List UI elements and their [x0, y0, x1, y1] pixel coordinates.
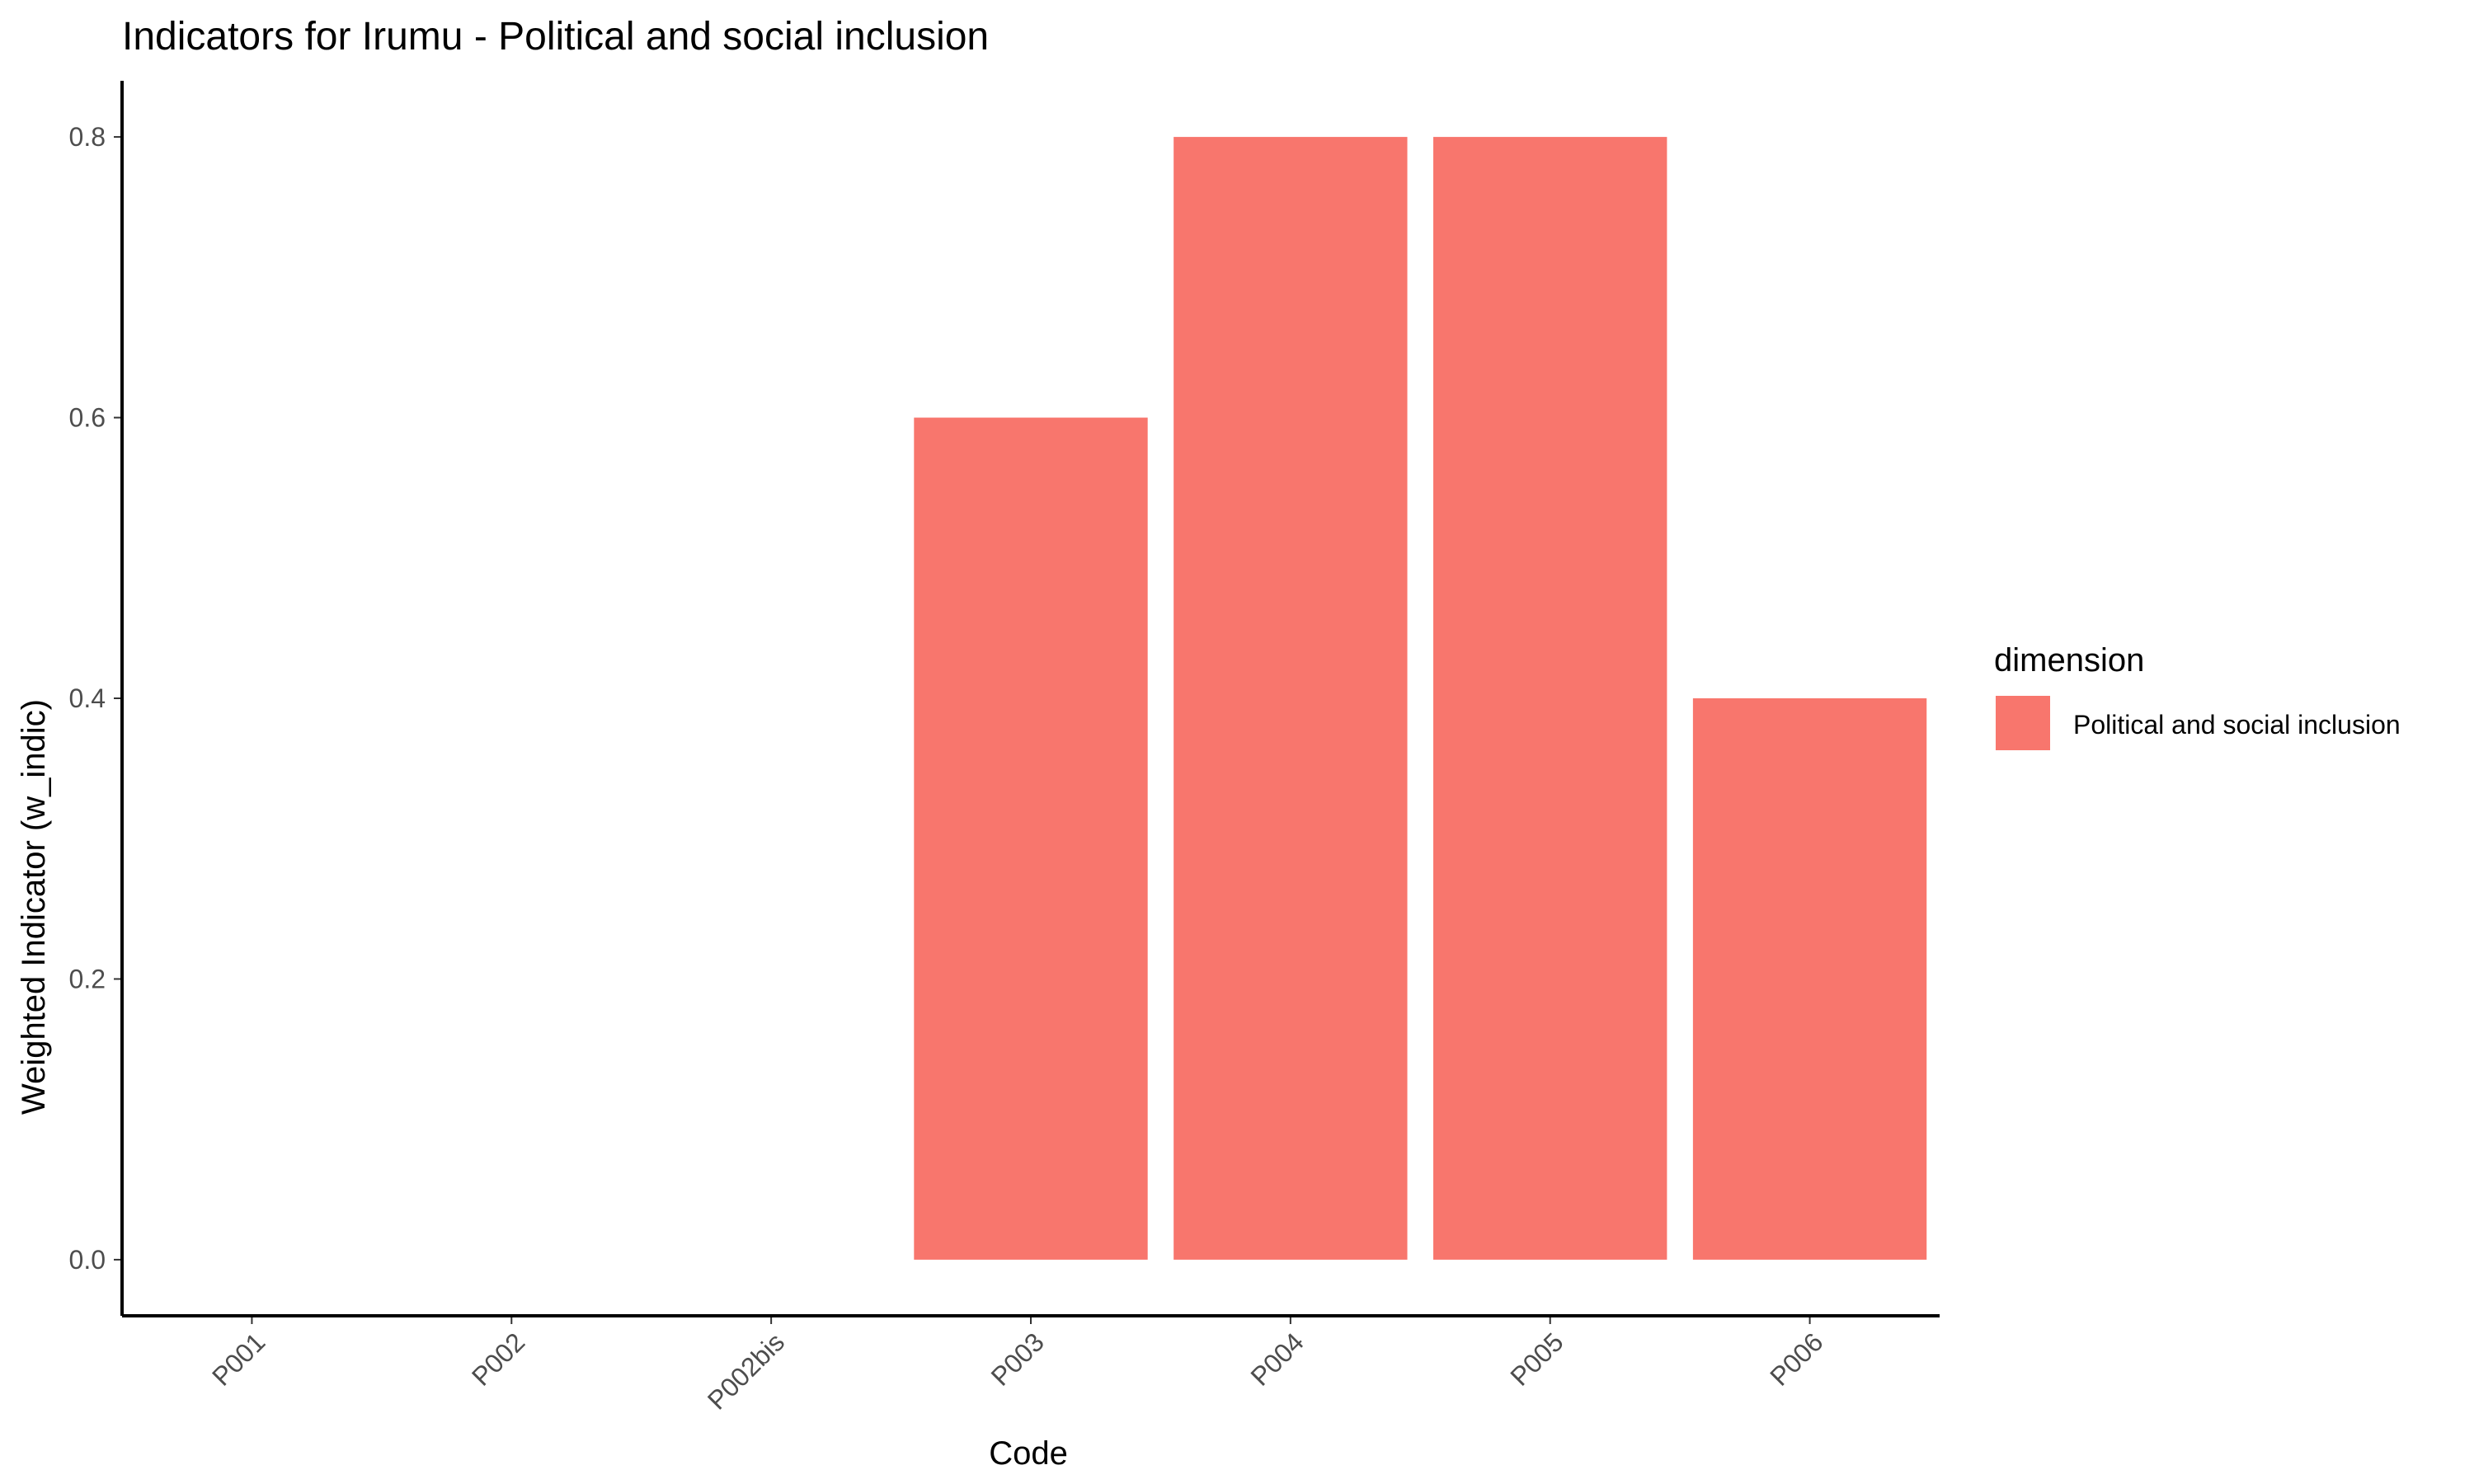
legend: dimension Political and social inclusion — [1994, 642, 2401, 750]
y-tick-label: 0.2 — [69, 964, 106, 993]
x-tick-label: P001 — [206, 1327, 270, 1391]
legend-label: Political and social inclusion — [2073, 710, 2401, 740]
legend-key — [1996, 696, 2050, 750]
x-tick-label: P005 — [1504, 1327, 1569, 1391]
bars — [914, 137, 1927, 1260]
bar-p004 — [1174, 137, 1408, 1260]
y-tick-label: 0.6 — [69, 403, 106, 433]
x-tick-label: P002 — [466, 1327, 530, 1391]
y-axis-ticks: 0.0 0.2 0.4 0.6 0.8 — [69, 122, 122, 1275]
x-tick-label: P006 — [1764, 1327, 1828, 1391]
bar-p006 — [1692, 698, 1927, 1260]
bar-p005 — [1433, 137, 1667, 1260]
legend-title: dimension — [1994, 642, 2144, 679]
x-tick-label: P003 — [985, 1327, 1050, 1391]
y-tick-label: 0.4 — [69, 683, 106, 713]
x-axis-title: Code — [989, 1435, 1068, 1472]
y-tick-label: 0.0 — [69, 1245, 106, 1275]
x-tick-label: P002bis — [702, 1327, 790, 1415]
y-axis-title: Weighted Indicator (w_indic) — [16, 699, 52, 1115]
chart-title: Indicators for Irumu - Political and soc… — [122, 15, 989, 59]
y-tick-label: 0.8 — [69, 122, 106, 152]
x-tick-label: P004 — [1245, 1327, 1310, 1391]
x-axis-ticks: P001 P002 P002bis P003 P004 P005 P006 — [206, 1316, 1829, 1416]
bar-p003 — [914, 417, 1148, 1260]
